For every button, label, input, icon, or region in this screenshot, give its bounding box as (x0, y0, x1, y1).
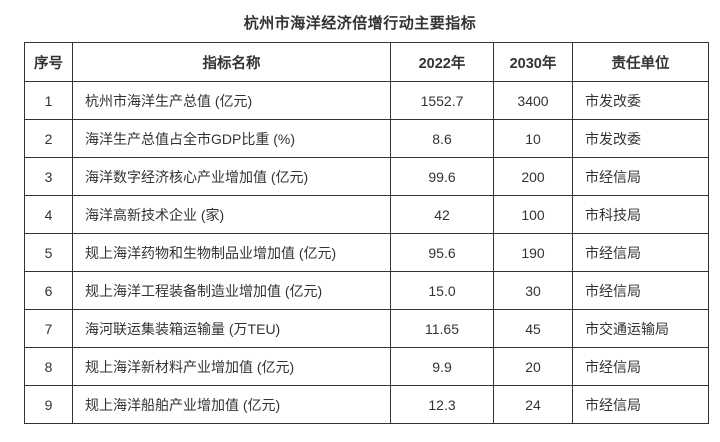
indicator-name: 海洋数字经济核心产业增加值 (亿元) (72, 157, 391, 196)
table-header-row: 序号 指标名称 2022年 2030年 责任单位 (24, 42, 709, 82)
table-row: 2 海洋生产总值占全市GDP比重 (%) 8.6 10 市发改委 (24, 119, 709, 158)
indicator-name: 海河联运集装箱运输量 (万TEU) (72, 309, 391, 348)
row-number: 7 (24, 309, 73, 348)
responsible-unit: 市经信局 (572, 233, 709, 272)
column-header-name: 指标名称 (72, 42, 391, 82)
value-2030: 100 (493, 195, 573, 234)
responsible-unit: 市发改委 (572, 119, 709, 158)
responsible-unit: 市发改委 (572, 81, 709, 120)
value-2022: 11.65 (390, 309, 494, 348)
responsible-unit: 市经信局 (572, 385, 709, 424)
row-number: 4 (24, 195, 73, 234)
value-2030: 3400 (493, 81, 573, 120)
value-2022: 9.9 (390, 347, 494, 386)
column-header-2030: 2030年 (493, 42, 573, 82)
row-number: 1 (24, 81, 73, 120)
indicator-name: 海洋生产总值占全市GDP比重 (%) (72, 119, 391, 158)
responsible-unit: 市经信局 (572, 347, 709, 386)
table-row: 5 规上海洋药物和生物制品业增加值 (亿元) 95.6 190 市经信局 (24, 233, 709, 272)
table-body: 1 杭州市海洋生产总值 (亿元) 1552.7 3400 市发改委 2 海洋生产… (24, 81, 709, 424)
column-header-2022: 2022年 (390, 42, 494, 82)
table-header: 序号 指标名称 2022年 2030年 责任单位 (24, 42, 709, 82)
indicator-name: 海洋高新技术企业 (家) (72, 195, 391, 234)
value-2022: 12.3 (390, 385, 494, 424)
column-header-no: 序号 (24, 42, 73, 82)
indicator-name: 规上海洋药物和生物制品业增加值 (亿元) (72, 233, 391, 272)
table-row: 7 海河联运集装箱运输量 (万TEU) 11.65 45 市交通运输局 (24, 309, 709, 348)
value-2030: 20 (493, 347, 573, 386)
row-number: 5 (24, 233, 73, 272)
value-2022: 99.6 (390, 157, 494, 196)
table-row: 6 规上海洋工程装备制造业增加值 (亿元) 15.0 30 市经信局 (24, 271, 709, 310)
indicator-name: 规上海洋工程装备制造业增加值 (亿元) (72, 271, 391, 310)
indicator-name: 规上海洋新材料产业增加值 (亿元) (72, 347, 391, 386)
value-2030: 45 (493, 309, 573, 348)
responsible-unit: 市经信局 (572, 271, 709, 310)
row-number: 6 (24, 271, 73, 310)
table-row: 1 杭州市海洋生产总值 (亿元) 1552.7 3400 市发改委 (24, 81, 709, 120)
row-number: 8 (24, 347, 73, 386)
row-number: 2 (24, 119, 73, 158)
value-2022: 8.6 (390, 119, 494, 158)
value-2030: 30 (493, 271, 573, 310)
indicator-name: 规上海洋船舶产业增加值 (亿元) (72, 385, 391, 424)
responsible-unit: 市交通运输局 (572, 309, 709, 348)
value-2030: 200 (493, 157, 573, 196)
value-2030: 24 (493, 385, 573, 424)
responsible-unit: 市科技局 (572, 195, 709, 234)
column-header-unit: 责任单位 (572, 42, 709, 82)
value-2030: 10 (493, 119, 573, 158)
table-row: 3 海洋数字经济核心产业增加值 (亿元) 99.6 200 市经信局 (24, 157, 709, 196)
row-number: 3 (24, 157, 73, 196)
indicator-name: 杭州市海洋生产总值 (亿元) (72, 81, 391, 120)
value-2030: 190 (493, 233, 573, 272)
page-title: 杭州市海洋经济倍增行动主要指标 (243, 15, 477, 32)
indicators-table: 序号 指标名称 2022年 2030年 责任单位 1 杭州市海洋生产总值 (亿元… (24, 42, 709, 424)
value-2022: 95.6 (390, 233, 494, 272)
row-number: 9 (24, 385, 73, 424)
value-2022: 42 (390, 195, 494, 234)
responsible-unit: 市经信局 (572, 157, 709, 196)
table-row: 4 海洋高新技术企业 (家) 42 100 市科技局 (24, 195, 709, 234)
table-row: 8 规上海洋新材料产业增加值 (亿元) 9.9 20 市经信局 (24, 347, 709, 386)
table-row: 9 规上海洋船舶产业增加值 (亿元) 12.3 24 市经信局 (24, 385, 709, 424)
value-2022: 1552.7 (390, 81, 494, 120)
value-2022: 15.0 (390, 271, 494, 310)
